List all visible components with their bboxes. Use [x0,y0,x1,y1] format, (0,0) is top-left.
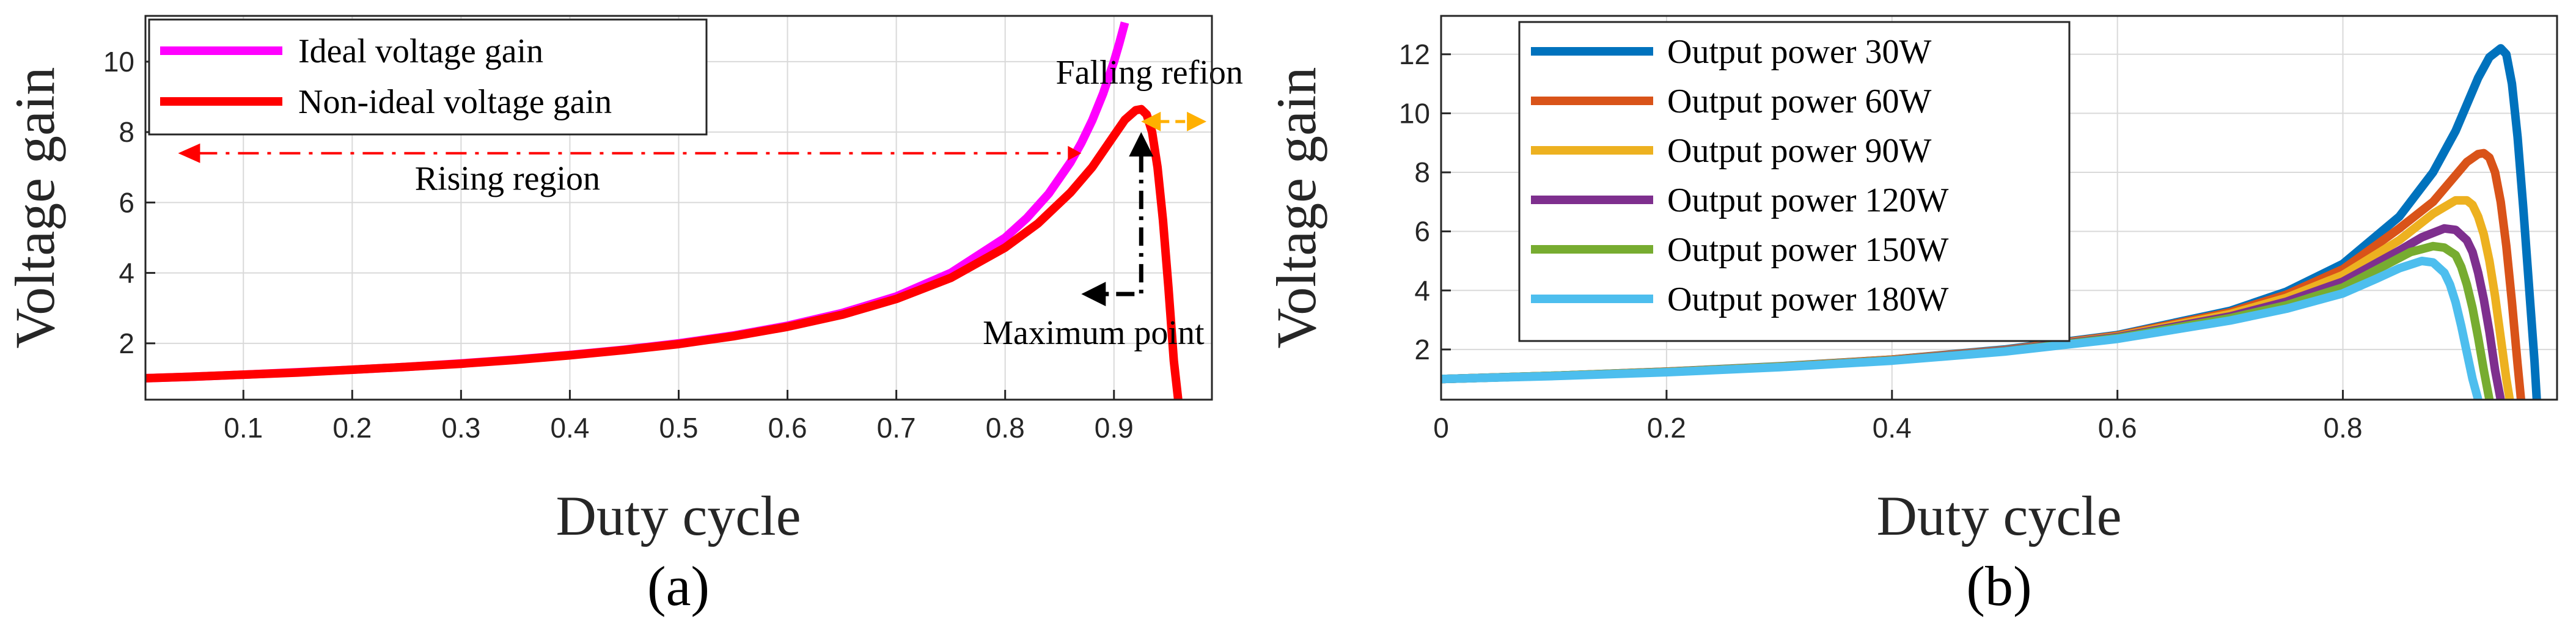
legend-label-180w: Output power 180W [1667,280,1949,318]
x-tick-label: 0.6 [2098,412,2137,444]
x-tick-label: 0.2 [332,412,372,444]
axes-frame-b [1440,15,2558,401]
x-tick-label: 0.3 [441,412,480,444]
falling-region-arrowhead-right [1187,111,1207,131]
y-tick-label: 6 [119,186,134,218]
falling-region-arrowhead-left [1141,111,1161,131]
x-ticks-b: 0 0.2 0.4 0.6 0.8 [1433,390,2363,444]
legend-box-b [1518,21,2071,342]
series-line-180w [1441,257,2482,400]
maximum-point-arrowhead-left [1081,282,1106,307]
legend-label-ideal: Ideal voltage gain [298,32,543,70]
series-line-non-ideal-voltage-gain [145,105,1183,400]
rising-region-label: Rising region [415,160,600,198]
y-tick-label: 4 [1414,274,1430,306]
y-ticks-a: 2 4 6 8 10 [103,46,155,359]
panel-a: 0.1 0.2 0.3 0.4 0.5 0.6 0.7 0.8 0.9 2 4 6 8 10 Risin… [4,15,1243,617]
caption-a: (a) [647,555,710,617]
y-axis-label-b: Voltage gain [1265,67,1327,349]
x-tick-label: 0.4 [550,412,589,444]
x-tick-label: 0.1 [224,412,263,444]
x-tick-label: 0.2 [1647,412,1686,444]
rising-region-arrowhead [178,143,200,163]
panel-b: 0 0.2 0.4 0.6 0.8 2 4 6 8 10 12 Output power 30W … [1265,15,2558,617]
maximum-point-arrowhead-up [1129,132,1154,157]
legend-a: Ideal voltage gain Non-ideal voltage gai… [148,18,708,136]
y-tick-label: 6 [1414,216,1430,248]
x-tick-label: 0.8 [986,412,1025,444]
falling-region-label: Falling refion [1055,54,1242,92]
legend-label-150w: Output power 150W [1667,231,1949,269]
legend-label-non-ideal: Non-ideal voltage gain [298,83,612,121]
x-tick-label: 0.8 [2324,412,2363,444]
legend-label-30w: Output power 30W [1667,33,1932,71]
x-tick-label: 0.4 [1873,412,1912,444]
rising-region-arrowhead-end [1068,145,1082,161]
x-tick-label: 0.7 [877,412,916,444]
maximum-point-label: Maximum point [983,314,1205,352]
axes-frame-a [144,15,1213,401]
y-ticks-b: 2 4 6 8 10 12 [1399,38,1451,365]
legend-label-120w: Output power 120W [1667,182,1949,219]
y-tick-label: 2 [119,328,134,359]
x-tick-label: 0.6 [768,412,807,444]
x-axis-label-b: Duty cycle [1876,485,2121,547]
y-axis-label-a: Voltage gain [4,67,66,349]
y-tick-label: 8 [1414,156,1430,188]
legend-b: Output power 30W Output power 60W Output… [1518,21,2071,342]
legend-label-90w: Output power 90W [1667,132,1932,170]
x-tick-label: 0.5 [659,412,699,444]
y-tick-label: 12 [1399,38,1430,70]
legend-box-a [148,18,708,136]
x-tick-label: 0.9 [1095,412,1134,444]
y-tick-label: 2 [1414,334,1430,365]
x-ticks-a: 0.1 0.2 0.3 0.4 0.5 0.6 0.7 0.8 0.9 [224,390,1134,444]
x-axis-label-a: Duty cycle [556,485,801,547]
x-tick-label: 0 [1433,412,1449,444]
y-tick-label: 10 [103,46,134,78]
caption-b: (b) [1966,555,2031,617]
y-tick-label: 4 [119,257,134,289]
legend-label-60w: Output power 60W [1667,82,1932,120]
y-tick-label: 10 [1399,97,1430,129]
maximum-point-arrow-line [1102,154,1143,296]
y-tick-label: 8 [119,116,134,148]
